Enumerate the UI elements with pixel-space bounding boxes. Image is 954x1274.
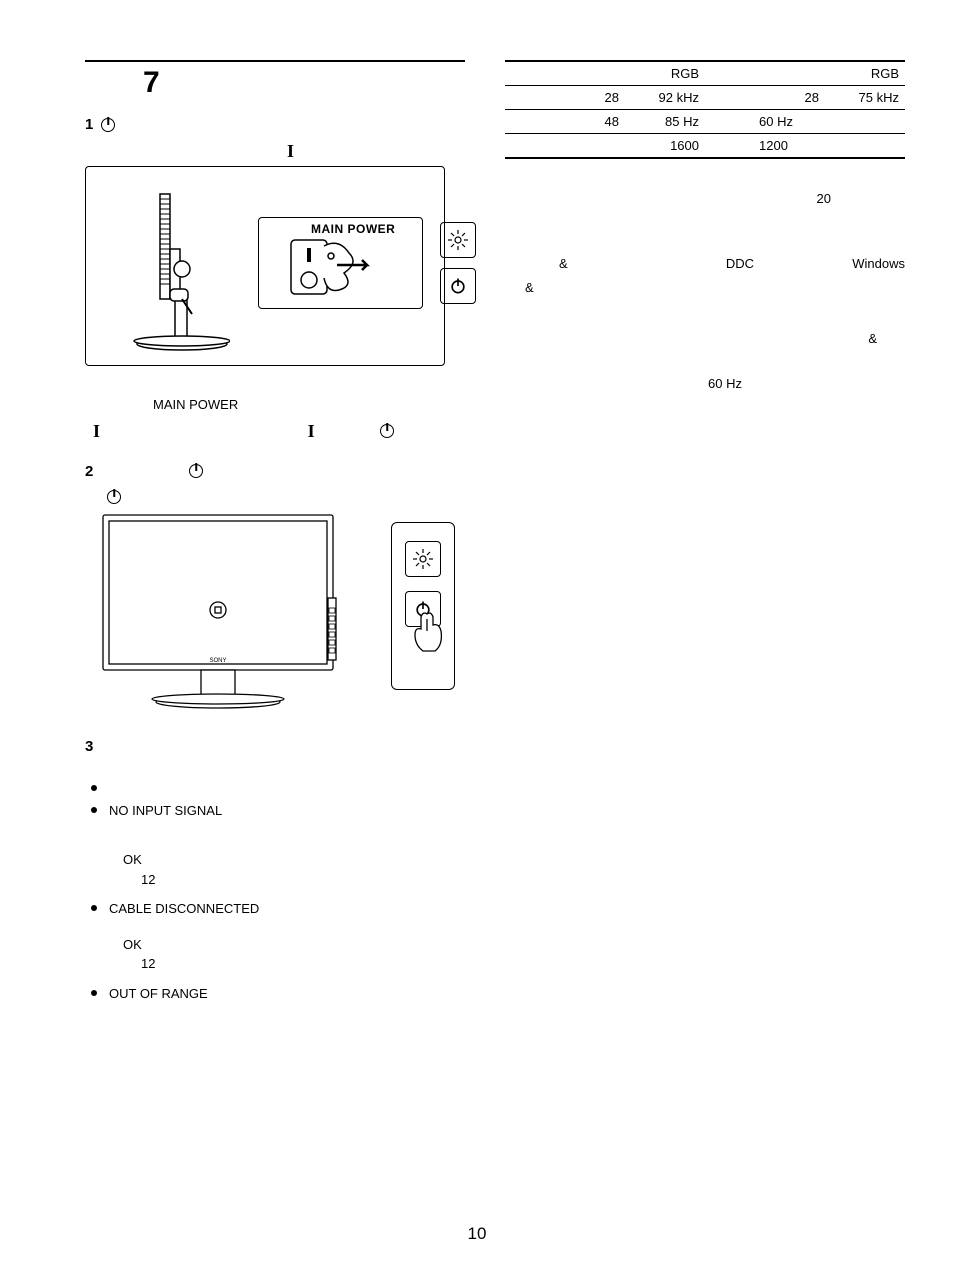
bar-char-1: I xyxy=(91,421,102,441)
hdr-rgb-2: RGB xyxy=(871,66,899,81)
brightness-icon-box xyxy=(440,222,476,258)
bullet-4-title: OUT OF RANGE xyxy=(109,986,208,1001)
mainpower-note-text: MAIN POWER xyxy=(153,397,238,412)
right-ddc: DDC xyxy=(726,252,754,277)
cell-r3c3: 1600 xyxy=(625,134,705,159)
right-60hz: 60 Hz xyxy=(708,376,742,391)
bar-char-a: I xyxy=(285,141,296,161)
page-root: 7 1 I xyxy=(0,0,954,1053)
step-3-idx: 3 xyxy=(85,738,93,755)
spec-table: RGB RGB 28 92 kHz 28 75 kHz 48 85 Hz 60 … xyxy=(505,60,905,159)
step-2-idx: 2 xyxy=(85,463,93,480)
step-2-line: 2 xyxy=(85,463,465,480)
table-row-1: 28 92 kHz 28 75 kHz xyxy=(505,86,905,110)
step-number: 7 xyxy=(143,66,465,100)
bullet-2-title: NO INPUT SIGNAL xyxy=(109,803,222,818)
step-3: 3 xyxy=(85,738,465,755)
bar-char-2: I xyxy=(306,421,317,441)
bullet-dot xyxy=(91,905,97,911)
brightness-icon-box-2 xyxy=(405,541,441,577)
power-icon-2b xyxy=(107,490,121,504)
bullet-item-4: OUT OF RANGE xyxy=(91,984,465,1004)
bullet-2-ok: OK xyxy=(123,850,222,870)
page-number: 10 xyxy=(468,1224,487,1244)
cell-r1c6: 75 kHz xyxy=(825,86,905,110)
callout-front-power xyxy=(391,522,455,690)
step-1-line: 1 xyxy=(85,116,465,133)
bullet-dot xyxy=(91,807,97,813)
cell-r1c2: 28 xyxy=(577,86,625,110)
right-amp-1: & xyxy=(559,252,568,277)
cell-r3c5: 1200 xyxy=(753,134,825,159)
table-header-row: RGB RGB xyxy=(505,61,905,86)
bullet-2-page: 12 xyxy=(141,870,222,890)
cell-r2c2: 48 xyxy=(577,110,625,134)
right-20: 20 xyxy=(817,191,831,206)
bullet-list: NO INPUT SIGNAL OK 12 CABLE DISCONNECTED… xyxy=(85,779,465,1004)
bullet-3-page: 12 xyxy=(141,954,259,974)
cell-r2c3: 85 Hz xyxy=(625,110,705,134)
right-amp-3: & xyxy=(868,331,877,346)
bullet-dot xyxy=(91,785,97,791)
cell-r1c5: 28 xyxy=(753,86,825,110)
bullet-item-1 xyxy=(91,779,465,791)
cell-r2c5: 60 Hz xyxy=(753,110,825,134)
table-row-2: 48 85 Hz 60 Hz xyxy=(505,110,905,134)
monitor-side-view xyxy=(120,189,230,359)
bullet-item-2: NO INPUT SIGNAL OK 12 xyxy=(91,801,465,890)
right-windows: Windows xyxy=(852,252,905,277)
bullet-dot xyxy=(91,990,97,996)
svg-text:SONY: SONY xyxy=(209,658,226,664)
monitor-front-view: SONY xyxy=(93,510,363,710)
table-row-3: 1600 1200 xyxy=(505,134,905,159)
right-column: RGB RGB 28 92 kHz 28 75 kHz 48 85 Hz 60 … xyxy=(505,60,905,1013)
power-icon-2a xyxy=(189,464,203,478)
figure-2: SONY xyxy=(85,510,445,720)
power-icon-box xyxy=(440,268,476,304)
bullet-item-3: CABLE DISCONNECTED OK 12 xyxy=(91,899,465,974)
cell-r1c3: 92 kHz xyxy=(625,86,705,110)
right-text-block: 20 & DDC Windows & & 60 Hz xyxy=(505,187,905,396)
step-header: 7 xyxy=(85,60,465,100)
figure-1: MAIN POWER xyxy=(85,166,445,366)
power-icon-inline xyxy=(380,424,394,438)
step-1-idx: 1 xyxy=(85,116,93,133)
right-amp-2: & xyxy=(525,280,534,295)
bullet-3-ok: OK xyxy=(123,935,259,955)
power-icon xyxy=(101,118,115,132)
hdr-rgb-1: RGB xyxy=(671,66,699,81)
left-column: 7 1 I xyxy=(85,60,465,1013)
callout-mainpower: MAIN POWER xyxy=(258,217,423,309)
bullet-3-title: CABLE DISCONNECTED xyxy=(109,901,259,916)
figure-1-note: MAIN POWER I I xyxy=(85,394,465,447)
